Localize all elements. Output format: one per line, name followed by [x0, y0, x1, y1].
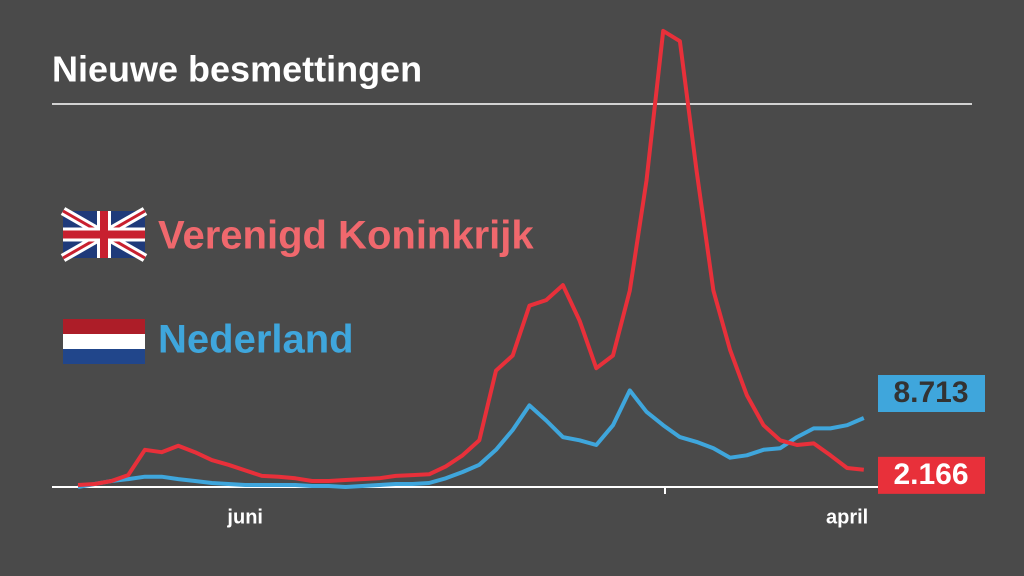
value-label-box [878, 375, 985, 413]
series-line [77, 28, 865, 487]
flag-nl [63, 319, 145, 364]
chart-title: Nieuwe besmettingen [52, 49, 422, 90]
value-label-box [878, 456, 985, 494]
value-label: 2.166 [893, 458, 968, 491]
x-tick-label: juni [226, 506, 263, 528]
legend-label: Nederland [158, 318, 354, 362]
flag-uk [60, 207, 148, 262]
series-line [77, 388, 865, 489]
value-label: 8.713 [893, 376, 968, 409]
x-tick-label: april [826, 506, 868, 528]
legend-label: Verenigd Koninkrijk [158, 214, 534, 258]
